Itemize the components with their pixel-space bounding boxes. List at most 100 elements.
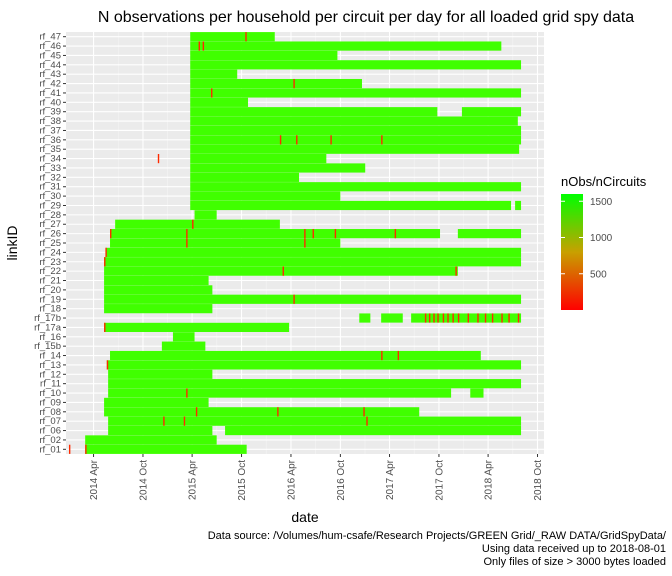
y-tick-label: rf_23 [39, 257, 61, 268]
y-tick-label: rf_13 [39, 360, 61, 371]
low-obs-mark-rf_17b [517, 313, 520, 323]
legend-tick-label: 500 [590, 269, 607, 280]
low-obs-mark-rf_10 [186, 388, 188, 398]
data-bar-rf_39 [461, 107, 522, 117]
y-tick-label: rf_39 [39, 107, 61, 118]
data-bar-rf_16 [172, 332, 195, 342]
y-tick-label: rf_45 [39, 50, 61, 61]
x-axis: 2014 Apr 2014 Oct 2015 Apr 2015 Oct 2016 Apr… [89, 454, 544, 501]
low-obs-mark-rf_01 [68, 444, 71, 454]
data-bar-rf_18 [104, 304, 213, 314]
caption-file-filter: Only files of size > 3000 bytes loaded [483, 556, 666, 568]
data-bar-rf_20 [104, 285, 213, 295]
x-tick-label: 2018 Oct [533, 460, 544, 501]
x-tick-label: 2017 Oct [434, 460, 445, 501]
data-bar-rf_35 [190, 144, 520, 154]
data-bar-rf_13 [106, 360, 522, 370]
y-axis: rf_01rf_02rf_06rf_07rf_08rf_09rf_10rf_11… [34, 32, 66, 455]
low-obs-mark-rf_26 [110, 229, 112, 239]
data-bar-rf_06 [225, 425, 522, 436]
y-tick-label: rf_31 [39, 182, 61, 193]
low-obs-mark-rf_14 [381, 350, 383, 361]
chart-title: N observations per household per circuit… [98, 9, 634, 26]
low-obs-mark-rf_25 [304, 238, 306, 248]
x-tick-label: 2014 Oct [138, 460, 149, 501]
data-bar-rf_26 [457, 229, 522, 239]
low-obs-mark-rf_27 [192, 219, 194, 229]
y-tick-label: rf_32 [39, 172, 61, 183]
data-bars [68, 32, 522, 454]
low-obs-mark-rf_17b [508, 313, 510, 323]
y-tick-label: rf_20 [39, 285, 61, 296]
x-tick-label: 2017 Apr [385, 459, 396, 500]
data-bar-rf_17b [381, 313, 403, 323]
low-obs-mark-rf_17b [501, 313, 503, 323]
low-obs-mark-rf_25 [186, 238, 188, 248]
low-obs-mark-rf_36 [381, 135, 383, 145]
data-bar-rf_44 [190, 60, 522, 70]
low-obs-mark-rf_36 [296, 135, 298, 145]
y-tick-label: rf_11 [40, 379, 61, 390]
y-tick-label: rf_29 [39, 200, 61, 211]
low-obs-mark-rf_17b [467, 313, 469, 323]
low-obs-mark-rf_26 [394, 229, 397, 239]
low-obs-mark-rf_17b [437, 313, 439, 323]
low-obs-mark-rf_17b [424, 313, 427, 323]
low-obs-mark-rf_17b [433, 313, 435, 323]
y-tick-label: rf_24 [39, 247, 61, 258]
data-bar-rf_34 [190, 154, 327, 164]
low-obs-mark-rf_24 [105, 247, 107, 257]
low-obs-mark-rf_08 [277, 407, 279, 417]
data-bar-rf_06 [108, 425, 213, 436]
low-obs-mark-rf_17a [104, 322, 106, 332]
data-bar-rf_38 [190, 116, 518, 126]
low-obs-mark-rf_17b [452, 313, 454, 323]
low-obs-mark-rf_36 [279, 135, 282, 145]
data-bar-rf_14 [110, 350, 481, 361]
data-bar-rf_07 [108, 416, 522, 426]
low-obs-mark-rf_17b [477, 313, 479, 323]
y-tick-label: rf_22 [39, 266, 61, 277]
low-obs-mark-rf_17b [457, 313, 460, 323]
y-tick-label: rf_34 [39, 154, 61, 165]
legend-tick-label: 1500 [590, 197, 613, 208]
low-obs-mark-rf_17b [491, 313, 494, 323]
low-obs-mark-rf_23 [104, 257, 106, 267]
low-obs-mark-rf_22 [455, 266, 457, 276]
y-tick-label: rf_16 [39, 332, 61, 343]
data-bar-rf_33 [190, 163, 366, 173]
data-bar-rf_17b [411, 313, 522, 323]
y-tick-label: rf_18 [39, 304, 61, 315]
data-bar-rf_39 [190, 107, 438, 117]
y-tick-label: rf_26 [39, 229, 61, 240]
low-obs-mark-rf_19 [293, 294, 295, 304]
x-tick-label: 2016 Apr [286, 459, 297, 500]
x-tick-label: 2015 Oct [237, 460, 248, 501]
data-bar-rf_32 [190, 172, 300, 182]
legend-colorbar [561, 194, 583, 310]
y-tick-label: rf_17b [34, 313, 61, 324]
y-tick-label: rf_14 [39, 351, 61, 362]
data-bar-rf_47 [190, 32, 275, 42]
low-obs-mark-rf_26 [186, 229, 188, 239]
y-tick-label: rf_40 [39, 97, 61, 108]
data-bar-rf_22 [104, 266, 458, 276]
y-tick-label: rf_09 [39, 397, 61, 408]
low-obs-mark-rf_17b [428, 313, 431, 323]
y-tick-label: rf_46 [39, 41, 61, 52]
low-obs-mark-rf_26 [312, 229, 314, 239]
legend-tick-label: 1000 [590, 233, 613, 244]
low-obs-mark-rf_14 [397, 350, 400, 361]
y-tick-label: rf_37 [39, 125, 61, 136]
y-tick-label: rf_36 [39, 135, 61, 146]
data-bar-rf_11 [108, 379, 522, 389]
y-tick-label: rf_41 [39, 88, 61, 99]
data-bar-rf_36 [190, 135, 522, 145]
data-bar-rf_10 [108, 388, 452, 398]
data-bar-rf_41 [190, 88, 522, 98]
data-bar-rf_45 [190, 50, 338, 61]
y-tick-label: rf_27 [39, 219, 61, 230]
low-obs-mark-rf_26 [334, 229, 337, 239]
low-obs-mark-rf_36 [330, 135, 332, 145]
